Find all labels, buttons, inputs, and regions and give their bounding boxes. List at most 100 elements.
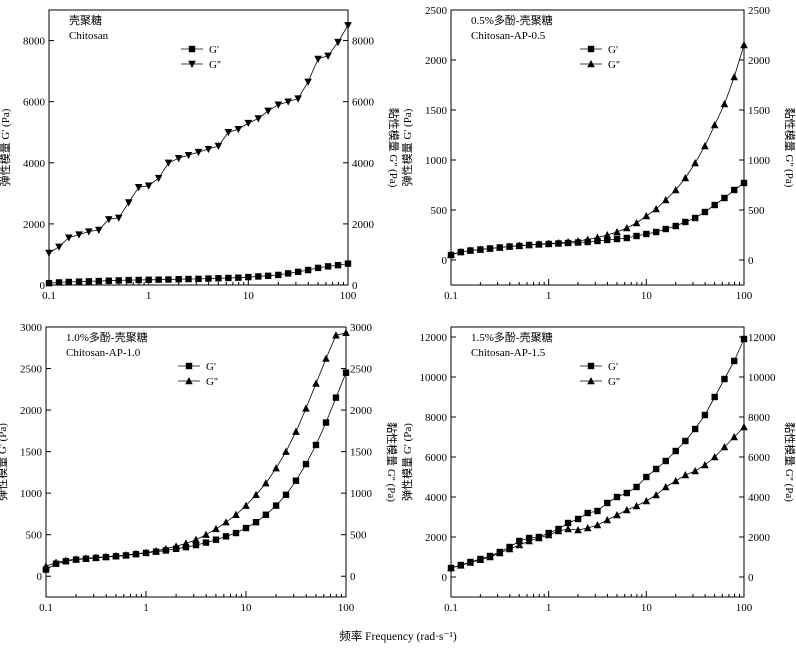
data-point (476, 555, 485, 563)
data-point (342, 369, 350, 376)
data-point (740, 179, 748, 187)
data-point (255, 273, 262, 280)
data-point (447, 564, 455, 572)
panel-title-en: Chitosan-AP-1.5 (471, 347, 546, 359)
data-point (603, 231, 612, 239)
data-point (225, 274, 232, 282)
y-left-tick-label: 500 (431, 205, 448, 217)
data-point (486, 244, 494, 252)
legend-marker (587, 377, 595, 385)
panel-title-cn: 1.0%多酚-壳聚糖 (66, 330, 148, 344)
data-point (164, 159, 173, 167)
data-point (342, 328, 350, 337)
y-left-tick-label: 1500 (20, 447, 43, 459)
data-point (701, 208, 709, 216)
data-point (564, 238, 572, 246)
data-point (215, 275, 222, 282)
data-point (112, 551, 120, 560)
legend-marker (185, 377, 193, 385)
chart-panel-2: 0.1 1 10 1000500100015002000250005001000150… (400, 5, 796, 302)
data-point (205, 275, 212, 282)
panel-title-en: Chitosan-AP-0.5 (471, 30, 546, 42)
plot-frame (450, 9, 745, 286)
data-point (613, 228, 621, 236)
data-point (604, 236, 611, 244)
data-point (172, 542, 180, 550)
data-point (643, 230, 650, 238)
x-tick-label: 10 (241, 602, 253, 614)
data-point (691, 159, 699, 167)
y-left-tick-label: 2000 (425, 532, 448, 544)
data-point (334, 38, 342, 47)
data-point (681, 471, 690, 479)
data-point (224, 129, 233, 137)
x-tick-label: 100 (338, 602, 355, 614)
data-point (72, 555, 80, 563)
legend-marker (587, 362, 595, 370)
data-point (235, 274, 242, 281)
y-right-axis-label: 黏性模量 G'' (Pa) (783, 108, 796, 188)
legend-marker (185, 362, 193, 370)
data-point (574, 515, 582, 523)
data-point (740, 335, 748, 343)
series-g-double-prime (45, 22, 352, 257)
y-right-tick-label: 10000 (748, 372, 776, 384)
data-point (711, 201, 718, 209)
data-point (292, 477, 300, 484)
y-right-tick-label: 0 (748, 572, 754, 584)
x-tick-label: 1 (146, 290, 152, 302)
data-point (731, 186, 738, 194)
data-point (95, 277, 103, 285)
data-point (710, 453, 719, 461)
data-point (642, 497, 651, 505)
data-point (447, 250, 455, 258)
series-line (45, 332, 347, 567)
data-point (314, 55, 322, 63)
data-point (613, 493, 621, 501)
legend-marker (587, 60, 595, 68)
panel-title-en: Chitosan-AP-1.0 (66, 347, 141, 359)
data-point (152, 546, 160, 555)
data-point (525, 241, 533, 249)
data-point (671, 186, 680, 194)
data-point (623, 234, 631, 242)
plot-frame (450, 326, 745, 598)
data-point (332, 394, 340, 401)
data-point (232, 510, 240, 518)
data-point (45, 279, 53, 287)
series-g-double-prime (447, 41, 748, 258)
data-point (721, 194, 728, 202)
y-left-tick-label: 2500 (20, 364, 43, 376)
data-point (632, 502, 641, 510)
legend-label: G' (608, 361, 618, 373)
data-point (564, 519, 572, 527)
legend: G' G'' (580, 361, 620, 388)
y-left-tick-label: 8000 (425, 412, 448, 424)
data-point (65, 278, 72, 286)
data-point (662, 457, 669, 465)
series-line (450, 44, 745, 255)
legend: G' G'' (181, 44, 221, 71)
x-tick-label: 100 (340, 290, 357, 302)
legend-label: G' (608, 44, 618, 56)
data-point (623, 224, 631, 232)
data-point (275, 271, 282, 279)
legend-marker (188, 60, 196, 68)
legend-label: G'' (608, 59, 620, 71)
y-left-tick-label: 2500 (425, 5, 448, 17)
data-point (194, 148, 203, 157)
data-point (184, 151, 193, 160)
x-tick-label: 10 (641, 602, 653, 614)
data-point (505, 545, 514, 553)
panel-title-en: Chitosan (69, 30, 109, 42)
data-point (515, 241, 524, 249)
data-point (125, 276, 132, 284)
data-point (681, 174, 690, 182)
data-point (661, 483, 670, 491)
data-point (182, 543, 190, 551)
data-point (515, 541, 524, 549)
y-right-tick-label: 6000 (748, 452, 771, 464)
y-right-tick-label: 0 (748, 255, 754, 267)
data-point (691, 467, 699, 475)
data-point (466, 246, 475, 254)
